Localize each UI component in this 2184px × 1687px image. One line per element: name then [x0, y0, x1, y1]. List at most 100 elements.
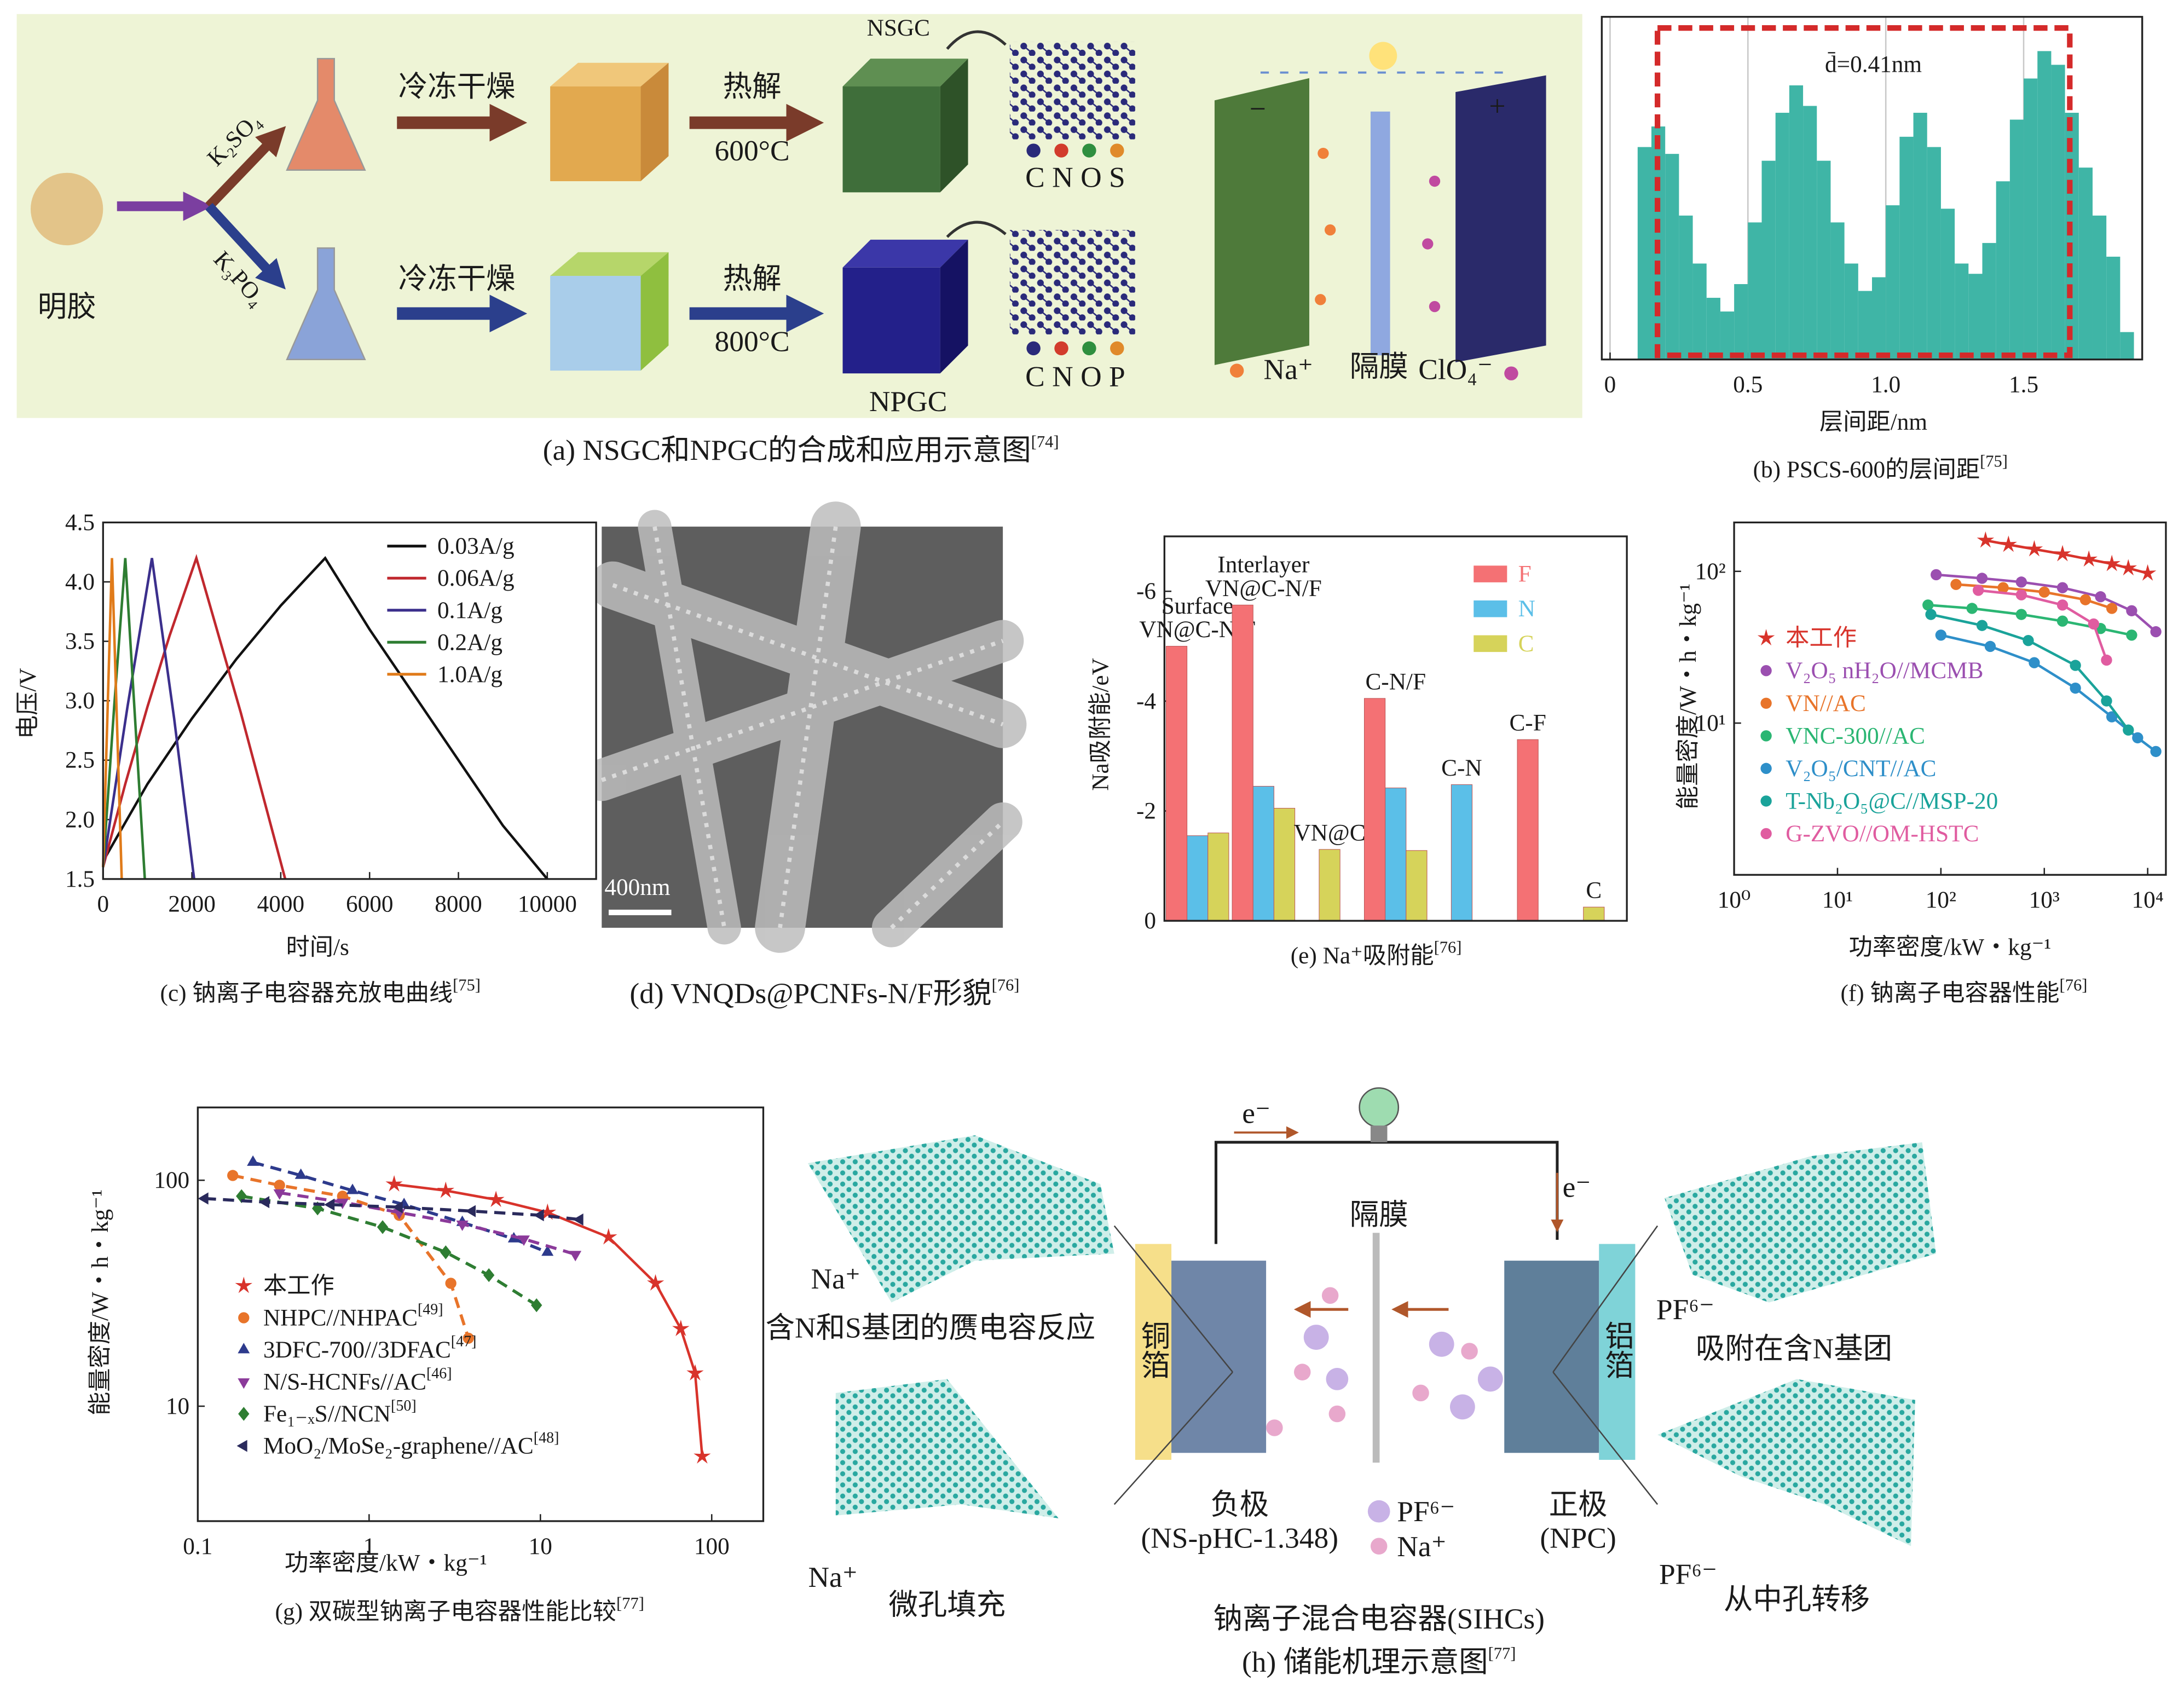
- decoration: [601, 639, 1004, 782]
- ion-3: PF⁶⁻: [1656, 1293, 1714, 1326]
- data-point: [2123, 724, 2134, 736]
- data-point: [227, 1170, 239, 1181]
- data-point: [573, 1213, 583, 1226]
- x-axis-label: 层间距/nm: [1819, 409, 1927, 435]
- legend-entry: NHPC//NHPAC[49]: [263, 1301, 443, 1331]
- decoration: [550, 252, 669, 276]
- panel-a: 明胶 K₂SO₄ K₃PO₄ 冷冻干燥 冷冻干燥 热解 600°C 热解 800…: [16, 14, 1582, 466]
- y-tick-label: 3.0: [65, 687, 95, 714]
- histogram-bar: [1692, 263, 1707, 360]
- decoration: [1552, 1371, 1659, 1505]
- decoration: [1370, 1125, 1388, 1142]
- data-point: [2126, 629, 2137, 641]
- decoration: [1315, 147, 1336, 305]
- legend-swatch: [1474, 565, 1507, 582]
- decoration: [940, 59, 968, 193]
- decoration: [1318, 147, 1329, 159]
- decoration: [1113, 1371, 1233, 1505]
- decoration: (d) VNQDs@PCNFs-N/F形貌[76]: [629, 975, 1019, 1009]
- caption: (e) Na⁺吸附能[76]: [1291, 938, 1462, 969]
- caption: (h) 储能机理示意图: [1242, 1645, 1488, 1678]
- x-tick-label: 6000: [346, 891, 394, 917]
- plot-frame: [1733, 521, 2167, 876]
- legend-label: F: [1518, 561, 1532, 587]
- legend-label: N/S-HCNFs//AC: [263, 1369, 426, 1395]
- decoration: [1113, 1225, 1659, 1505]
- y-tick-label: 0: [1144, 908, 1156, 934]
- decoration: [1504, 1261, 1599, 1453]
- decoration: [1229, 363, 1244, 378]
- legend-label: 本工作: [1786, 625, 1857, 651]
- bar: [1385, 787, 1407, 921]
- histogram-bar: [1817, 160, 1831, 360]
- anode-material: (NS-pHC-1.348): [1141, 1522, 1338, 1555]
- decoration: [1370, 1538, 1388, 1555]
- data-point: [487, 1191, 505, 1208]
- decoration: [1370, 111, 1390, 356]
- plot-background: [103, 522, 597, 879]
- decoration: [1328, 1405, 1346, 1423]
- data-point: [2038, 586, 2050, 598]
- data-point: [2054, 545, 2071, 562]
- data-point: [694, 1447, 711, 1464]
- decoration: [1599, 1244, 1636, 1460]
- legend-label: VNC-300//AC: [1786, 723, 1925, 749]
- y-tick-label: 4.0: [65, 569, 95, 595]
- bar: [1363, 698, 1386, 921]
- data-point: [2119, 559, 2137, 576]
- data-point: [517, 1235, 530, 1246]
- data-point: [198, 1192, 209, 1205]
- data-point: [1997, 582, 2009, 593]
- decoration: [640, 252, 669, 371]
- decoration: [1026, 143, 1041, 158]
- data-point: [2015, 609, 2027, 620]
- legend-entry: F: [1518, 561, 1532, 587]
- caption-ref: [76]: [992, 975, 1020, 994]
- data-point: [569, 1251, 582, 1262]
- legend-entry: C: [1518, 631, 1534, 657]
- legend-entry: MoO₂/MoSe₂-graphene//AC[48]: [263, 1429, 559, 1459]
- product-2: NPGC: [869, 385, 947, 418]
- data-point: [346, 1183, 359, 1194]
- decoration: [807, 1135, 1114, 1303]
- data-point: [2101, 654, 2112, 666]
- data-point: [1966, 603, 1978, 614]
- caption-ref: [76]: [2060, 975, 2088, 994]
- y-axis-label: 能量密度/W・h・kg⁻¹: [87, 1189, 113, 1416]
- decoration: [889, 820, 1004, 929]
- legend-entry: N: [1518, 596, 1535, 622]
- cathode: 正极: [1549, 1488, 1608, 1521]
- legend-marker: [235, 1276, 253, 1293]
- legend-entry: N/S-HCNFs//AC[46]: [263, 1365, 452, 1395]
- caption: (d) VNQDs@PCNFs-N/F形貌: [629, 977, 991, 1010]
- legend-label: G-ZVO//OM-HSTC: [1786, 821, 1979, 847]
- data-point: [531, 1298, 542, 1313]
- caption: (g) 双碳型钠离子电容器性能比较[77]: [275, 1594, 644, 1625]
- decoration: [842, 239, 968, 268]
- bar: [1451, 784, 1473, 921]
- legend-entry: 本工作: [1786, 625, 1857, 651]
- data-point: [2029, 657, 2040, 668]
- data-point: [324, 1198, 335, 1211]
- histogram-bar: [2106, 256, 2121, 360]
- caption: (f) 钠离子电容器性能[76]: [1841, 975, 2088, 1006]
- category-label: VN@C: [1293, 819, 1365, 846]
- decoration: [1303, 1325, 1329, 1350]
- ion-1: Na⁺: [811, 1262, 860, 1295]
- step-pyro-1: 热解: [723, 70, 782, 103]
- category-label-line: C-F: [1509, 710, 1546, 736]
- electron-2: e⁻: [1563, 1170, 1591, 1203]
- category-label: C: [1586, 877, 1602, 904]
- data-point: [1935, 629, 1947, 641]
- decoration: [1429, 1331, 1454, 1357]
- step-freeze-2: 冷冻干燥: [398, 262, 516, 295]
- decoration: [1369, 42, 1397, 70]
- x-tick-label: 10: [529, 1533, 552, 1559]
- y-tick-label: -4: [1136, 688, 1156, 714]
- legend-label: V₂O₅/CNT//AC: [1786, 755, 1936, 782]
- decoration: [940, 239, 968, 374]
- decoration: [1009, 42, 1135, 140]
- data-point: [1977, 531, 1995, 548]
